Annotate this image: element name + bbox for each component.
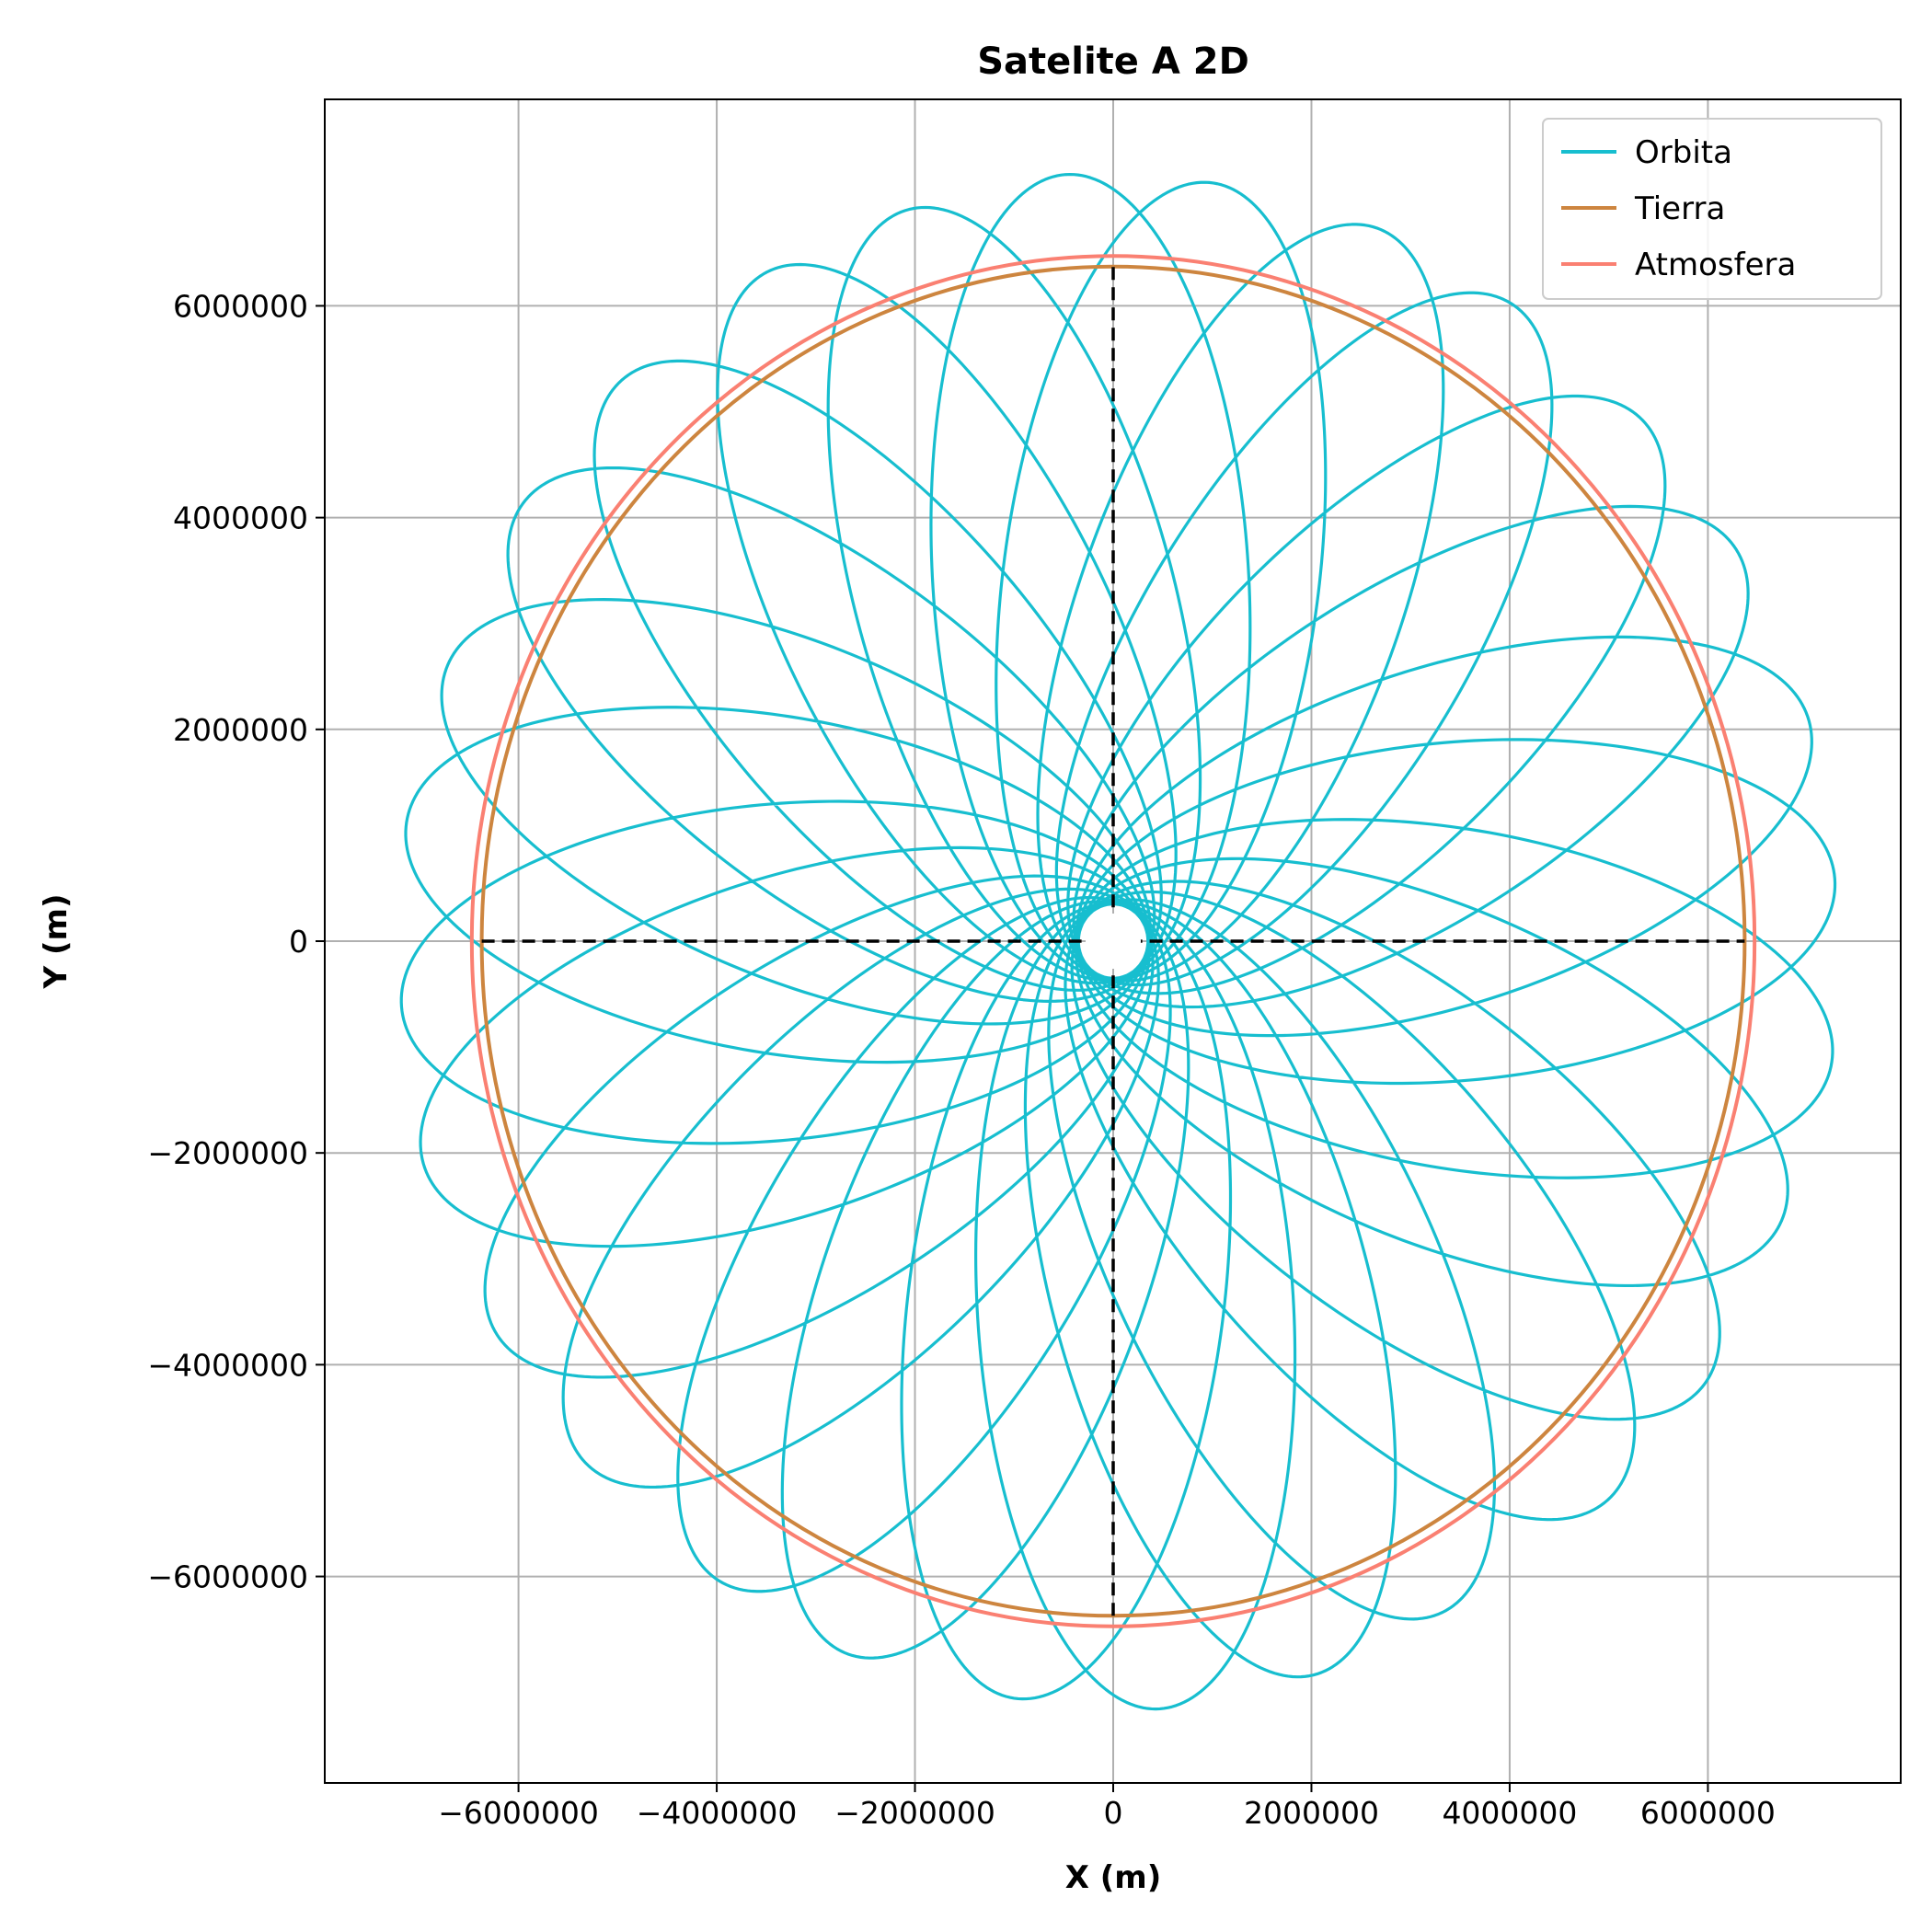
axis-ticks: −6000000 −4000000 −2000000 0 2000000 4000000 6… (147, 288, 1776, 1831)
chart-title: Satelite A 2D (977, 40, 1249, 83)
x-tick-label: 4000000 (1442, 1795, 1577, 1831)
legend-label-orbita: Orbita (1635, 134, 1732, 171)
origin-disk (1086, 914, 1141, 969)
orbit-path (399, 172, 1837, 1711)
legend-label-tierra: Tierra (1634, 190, 1725, 227)
legend-label-atmosfera: Atmosfera (1635, 247, 1796, 283)
x-tick-label: 2000000 (1244, 1795, 1379, 1831)
y-tick-label: 4000000 (173, 500, 308, 536)
y-axis-title: Y (m) (38, 894, 75, 990)
x-tick-label: 0 (1104, 1795, 1123, 1831)
y-tick-label: −2000000 (147, 1135, 308, 1171)
x-tick-label: −6000000 (438, 1795, 599, 1831)
atmosphere-circle (469, 254, 1757, 1628)
x-tick-label: −2000000 (834, 1795, 995, 1831)
legend-box (1542, 118, 1882, 300)
y-tick-label: 6000000 (173, 288, 308, 324)
x-tick-label: −4000000 (637, 1795, 798, 1831)
y-tick-label: −4000000 (147, 1347, 308, 1383)
x-axis-title: X (m) (1065, 1859, 1162, 1896)
legend: Orbita Tierra Atmosfera (1542, 118, 1882, 300)
x-tick-label: 6000000 (1640, 1795, 1776, 1831)
y-tick-label: 2000000 (173, 712, 308, 748)
plot-area (399, 172, 1837, 1711)
y-tick-label: 0 (289, 924, 308, 960)
y-tick-label: −6000000 (147, 1559, 308, 1595)
